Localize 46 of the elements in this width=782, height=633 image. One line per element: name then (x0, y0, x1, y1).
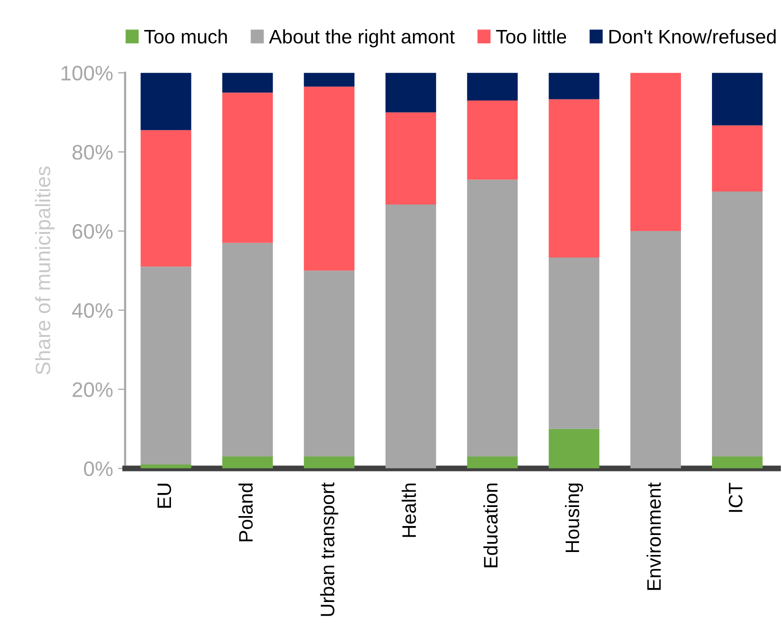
x-tick-label: Environment (646, 482, 661, 590)
bar (304, 72, 354, 87)
bar (385, 72, 436, 112)
legend-label: Too little (496, 29, 566, 44)
x-tick-label: ICT (728, 482, 742, 512)
x-tick-label: Housing (564, 484, 584, 552)
legend-label: Too much (144, 29, 227, 44)
legend-label: Don't Know/refused (609, 29, 776, 44)
bar (140, 72, 192, 130)
bar (630, 231, 681, 468)
bar (548, 428, 600, 468)
legend-label: About the right amont (268, 29, 455, 48)
bar (222, 72, 273, 93)
y-tick-label: 80% (72, 144, 113, 160)
bar (548, 72, 600, 100)
x-tick-label: Poland (238, 484, 253, 542)
x-tick-label: Health (402, 484, 416, 537)
bar (548, 258, 600, 429)
bar (467, 180, 518, 457)
y-tick-label: 40% (72, 303, 113, 318)
bar (222, 92, 273, 243)
bar (385, 204, 436, 468)
bar (467, 100, 518, 180)
bar (385, 112, 436, 205)
x-tick-label: Urban transport (320, 482, 338, 616)
y-tick-label: 60% (72, 224, 113, 239)
bar (222, 242, 273, 457)
bar (712, 191, 763, 457)
bar (467, 456, 518, 468)
bar (140, 130, 192, 267)
y-tick-label: 100% (62, 66, 113, 81)
bar (304, 456, 354, 468)
bar (304, 270, 354, 457)
bar (712, 72, 763, 126)
bar (712, 456, 763, 468)
bar (712, 125, 763, 192)
bar (140, 266, 192, 464)
bar (467, 72, 518, 100)
bar (548, 99, 600, 258)
bar (304, 86, 354, 271)
x-tick-label: EU (158, 484, 172, 508)
bar (222, 456, 273, 468)
bar (630, 72, 681, 232)
x-tick-label: Education (483, 484, 498, 568)
y-tick-label: 0% (84, 461, 113, 476)
y-tick-label: 20% (72, 382, 113, 398)
